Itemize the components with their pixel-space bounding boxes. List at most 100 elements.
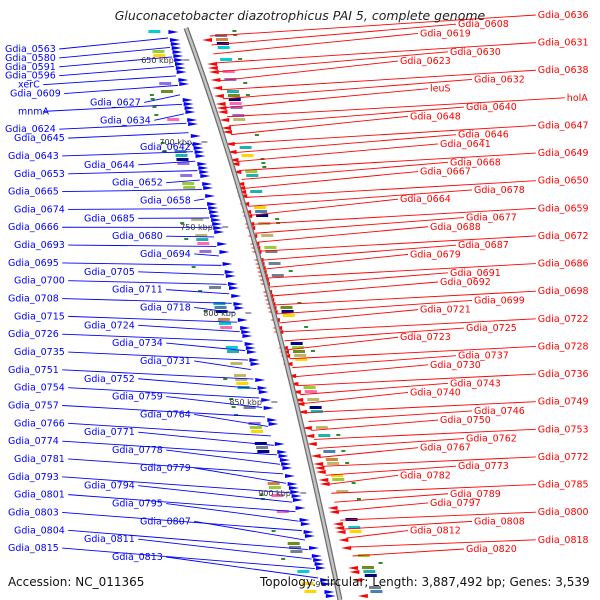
feature-block xyxy=(271,494,284,497)
marker xyxy=(271,530,276,532)
feature-block xyxy=(363,570,376,573)
connector-line xyxy=(194,413,269,427)
connector-line xyxy=(194,198,205,201)
minus-strand-gene xyxy=(306,442,317,446)
connector-line xyxy=(349,539,536,548)
marker xyxy=(203,310,208,312)
gene-label: Gdia_0609 xyxy=(10,89,61,100)
plus-strand-gene xyxy=(175,66,186,70)
connector-line xyxy=(281,318,536,333)
gene-label: Gdia_0708 xyxy=(8,294,59,305)
marker xyxy=(150,98,155,100)
marker xyxy=(345,462,350,464)
connector-line xyxy=(166,235,215,238)
feature-block xyxy=(294,354,307,357)
plus-strand-gene xyxy=(245,346,256,350)
gene-label: Gdia_0762 xyxy=(466,434,517,445)
minus-strand-gene xyxy=(310,454,321,458)
feature-block xyxy=(303,386,316,389)
plus-strand-gene xyxy=(314,562,325,566)
connector-line xyxy=(68,244,217,247)
connector-line xyxy=(43,75,176,86)
backbone-inner xyxy=(184,27,342,600)
feature-block xyxy=(241,154,254,157)
plus-strand-gene xyxy=(290,490,301,494)
feature-block xyxy=(233,118,246,121)
connector-line xyxy=(62,151,193,157)
plus-strand-gene xyxy=(303,530,314,534)
feature-block xyxy=(292,350,305,353)
gene-label: Gdia_0793 xyxy=(8,472,59,483)
marker xyxy=(245,94,250,96)
gene-label: Gdia_0812 xyxy=(410,526,461,537)
feature-block xyxy=(182,182,195,185)
gene-label: Gdia_0737 xyxy=(458,351,509,362)
connector-line xyxy=(245,180,536,198)
plus-strand-gene xyxy=(214,230,225,234)
gene-label: Gdia_0686 xyxy=(538,259,589,270)
feature-block xyxy=(265,250,278,253)
gene-label: Gdia_0754 xyxy=(14,383,65,394)
connector-line xyxy=(274,290,536,306)
gene-label: Gdia_0646 xyxy=(458,130,509,141)
gene-label: Gdia_0746 xyxy=(474,406,525,417)
minus-strand-gene xyxy=(335,530,346,534)
feature-block xyxy=(174,150,187,153)
connector-line xyxy=(337,502,429,512)
feature-block xyxy=(176,158,189,161)
connector-line xyxy=(257,226,429,243)
gene-label: Gdia_0750 xyxy=(440,415,491,426)
gene-label: Gdia_0721 xyxy=(420,305,471,316)
feature-block xyxy=(183,186,196,189)
feature-block xyxy=(249,426,262,429)
gene-label: Gdia_0766 xyxy=(14,418,65,429)
gene-label: Gdia_0679 xyxy=(410,249,461,260)
plus-strand-gene xyxy=(182,98,193,102)
connector-line xyxy=(166,556,319,579)
feature-block xyxy=(364,574,377,577)
minus-strand-gene xyxy=(228,158,239,162)
gene-label: Gdia_0630 xyxy=(450,47,501,58)
feature-block xyxy=(152,50,165,53)
connector-line xyxy=(250,198,399,216)
connector-line xyxy=(68,458,283,475)
gene-label: Gdia_0734 xyxy=(112,338,163,349)
gene-label: Gdia_0735 xyxy=(14,347,65,358)
connector-line xyxy=(138,160,196,166)
minus-strand-gene xyxy=(341,546,352,550)
gene-label: Gdia_0653 xyxy=(14,169,65,180)
connector-line xyxy=(228,106,465,127)
feature-block xyxy=(214,306,227,309)
connector-line xyxy=(59,56,172,68)
gene-label: Gdia_0730 xyxy=(430,360,481,371)
gene-label: Gdia_0774 xyxy=(8,436,59,447)
connector-line xyxy=(302,392,409,405)
feature-block xyxy=(245,170,258,173)
minus-strand-gene xyxy=(301,426,312,430)
connector-line xyxy=(334,493,449,503)
gene-label: Gdia_0698 xyxy=(538,286,589,297)
gene-label: Gdia_0726 xyxy=(8,329,59,340)
plus-strand-gene xyxy=(168,30,179,34)
plus-strand-gene xyxy=(299,518,310,522)
plus-strand-gene xyxy=(241,330,252,334)
feature-block xyxy=(268,486,281,489)
connector-line xyxy=(62,369,254,380)
tick-label: 850 kbp xyxy=(229,398,262,407)
plus-strand-gene xyxy=(205,194,216,198)
feature-block xyxy=(323,450,336,453)
plus-strand-gene xyxy=(279,458,290,462)
gene-label: Gdia_0674 xyxy=(14,204,65,215)
feature-block xyxy=(167,118,180,121)
connector-line xyxy=(190,141,195,148)
connector-line xyxy=(269,272,449,288)
connector-line xyxy=(166,289,230,295)
gene-label: Gdia_0772 xyxy=(538,452,589,463)
connector-line xyxy=(319,447,419,458)
connector-line xyxy=(154,113,185,121)
plus-strand-gene xyxy=(263,406,274,410)
connector-line xyxy=(352,548,465,557)
plus-strand-gene xyxy=(174,58,185,62)
connector-line xyxy=(239,152,536,171)
feature-block xyxy=(246,174,259,177)
